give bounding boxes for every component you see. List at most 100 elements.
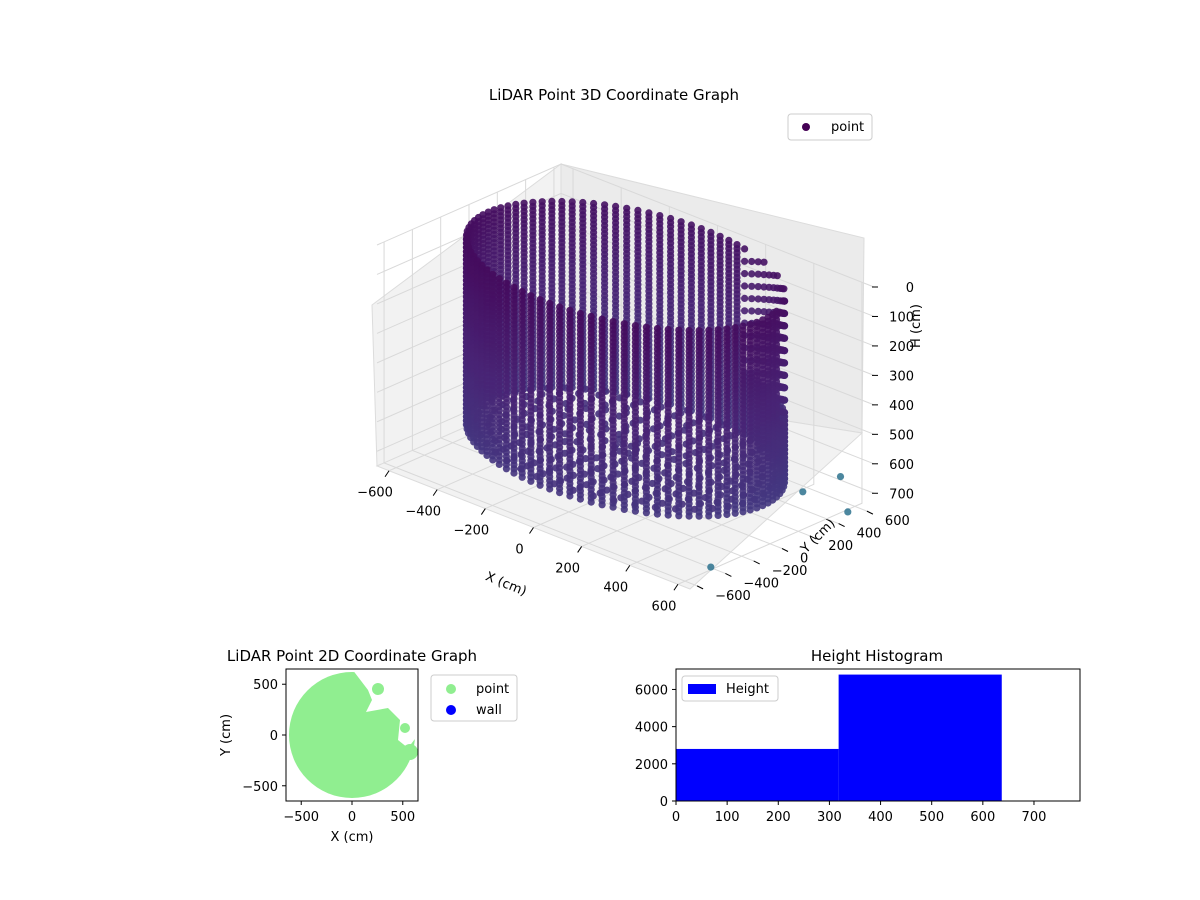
histogram-y-axis: 0 2000 4000 6000 xyxy=(635,683,676,810)
x-tick-3d xyxy=(625,565,631,572)
histogram-x-tick-label: 700 xyxy=(1022,810,1047,825)
x-tick-label-3d: −600 xyxy=(357,486,393,501)
histogram-y-tick-label: 0 xyxy=(660,795,668,810)
x-tick-3d xyxy=(529,527,534,534)
cloud-point xyxy=(754,283,762,291)
cloud-point xyxy=(723,510,731,519)
gap-notch xyxy=(372,683,384,695)
cloud-point xyxy=(653,510,662,518)
cloud-point xyxy=(754,295,762,303)
cloud-point xyxy=(741,245,749,253)
cloud-point xyxy=(675,512,683,520)
x-axis-label-2d: X (cm) xyxy=(331,830,374,845)
z-tick-label-3d: 700 xyxy=(889,487,914,502)
cloud-point xyxy=(642,509,651,517)
x-tick-3d xyxy=(480,508,486,515)
y-tick-3d xyxy=(781,548,789,552)
plot-3d-title: LiDAR Point 3D Coordinate Graph xyxy=(489,86,739,104)
legend-marker-wall-2d xyxy=(446,705,456,715)
cloud-point xyxy=(754,307,762,315)
cloud-point xyxy=(746,506,754,514)
grid-line-x xyxy=(629,263,815,566)
grid-line-h xyxy=(376,163,875,288)
legend-label-point-3d: point xyxy=(831,120,864,135)
z-tick-label-3d: 600 xyxy=(889,458,914,473)
legend-swatch-height xyxy=(688,684,716,694)
histogram-x-tick-label: 100 xyxy=(715,810,740,825)
cloud-point xyxy=(741,307,749,315)
y-tick-label-2d: 500 xyxy=(253,678,278,693)
x-tick-3d xyxy=(577,546,583,553)
cloud-point xyxy=(489,456,497,464)
x-tick-label-3d: 200 xyxy=(555,561,580,576)
z-tick-label-3d: 500 xyxy=(889,428,914,443)
cloud-point xyxy=(587,498,595,506)
z-tick-label-3d: 0 xyxy=(906,281,914,296)
y-tick-label-2d: 0 xyxy=(270,729,278,744)
outlier-point xyxy=(836,473,845,481)
cloud-point xyxy=(741,270,749,278)
histogram-title: Height Histogram xyxy=(811,647,943,665)
legend-2d: point wall xyxy=(430,674,518,722)
legend-label-wall-2d: wall xyxy=(476,703,502,718)
legend-label-height: Height xyxy=(726,682,769,697)
x-tick-label-3d: 600 xyxy=(652,599,677,614)
y-tick-label-3d: 600 xyxy=(885,514,910,529)
cloud-point xyxy=(695,512,703,520)
y-tick-label-2d: −500 xyxy=(242,780,278,795)
cloud-point xyxy=(620,505,628,513)
x-tick-label-2d: 0 xyxy=(348,810,356,825)
histogram-x-axis: 0 100 200 300 400 500 600 700 xyxy=(672,801,1047,825)
cloud-point xyxy=(741,257,749,265)
histogram-x-tick-label: 400 xyxy=(868,810,893,825)
histogram-y-tick-label: 4000 xyxy=(635,721,668,736)
histogram-y-tick-label: 6000 xyxy=(635,683,668,698)
x-tick-label-3d: 400 xyxy=(603,580,628,595)
cloud-point xyxy=(576,495,585,503)
x-tick-3d xyxy=(432,489,438,496)
cloud-point xyxy=(566,492,574,500)
cloud-point xyxy=(741,294,749,302)
legend-marker-point-3d xyxy=(802,123,810,131)
cloud-point xyxy=(754,270,762,278)
x-tick-3d xyxy=(673,583,679,591)
cloud-point xyxy=(739,508,747,516)
cloud-point xyxy=(731,509,739,517)
histogram-x-tick-label: 0 xyxy=(672,810,680,825)
cloud-point xyxy=(609,503,617,511)
y-tick-3d xyxy=(866,510,874,515)
point-cloud xyxy=(462,197,789,520)
cloud-point xyxy=(748,295,756,303)
y-tick-3d xyxy=(725,572,732,577)
plot-2d: LiDAR Point 2D Coordinate Graph −500 0 500… xyxy=(219,647,518,845)
y-axis-2d: −500 0 500 xyxy=(242,678,286,795)
histogram-x-tick-label: 500 xyxy=(919,810,944,825)
x-axis-2d: −500 0 500 xyxy=(283,801,415,825)
cloud-point xyxy=(536,481,544,489)
cloud-point xyxy=(518,473,526,481)
x-axis-label-3d: X (cm) xyxy=(483,569,528,599)
grid-line-y xyxy=(440,216,754,562)
gap-notch xyxy=(402,744,418,760)
x-tick-3d xyxy=(384,470,390,478)
outlier-point xyxy=(844,508,852,516)
legend-marker-point-2d xyxy=(446,684,456,694)
outlier-point xyxy=(799,488,807,496)
histogram-bar xyxy=(676,748,839,801)
histogram-x-tick-label: 600 xyxy=(970,810,995,825)
cloud-point xyxy=(631,507,640,515)
z-tick-label-3d: 400 xyxy=(889,399,914,414)
cloud-point xyxy=(748,282,756,290)
cloud-point xyxy=(760,283,768,291)
plot-3d: LiDAR Point 3D Coordinate Graph −600 −400… xyxy=(357,86,924,614)
y-tick-label-3d: 200 xyxy=(828,539,853,554)
x-tick-label-2d: −500 xyxy=(283,810,319,825)
grid-line-y xyxy=(383,241,698,587)
height-histogram: Height Histogram 0 100 200 300 400 500 600 700 … xyxy=(635,647,1081,825)
grid-line-x xyxy=(677,282,863,585)
cloud-point xyxy=(598,501,606,509)
x-tick-label-3d: 0 xyxy=(515,543,523,558)
histogram-y-tick-label: 2000 xyxy=(635,758,668,773)
y-tick-label-3d: 400 xyxy=(857,527,882,542)
